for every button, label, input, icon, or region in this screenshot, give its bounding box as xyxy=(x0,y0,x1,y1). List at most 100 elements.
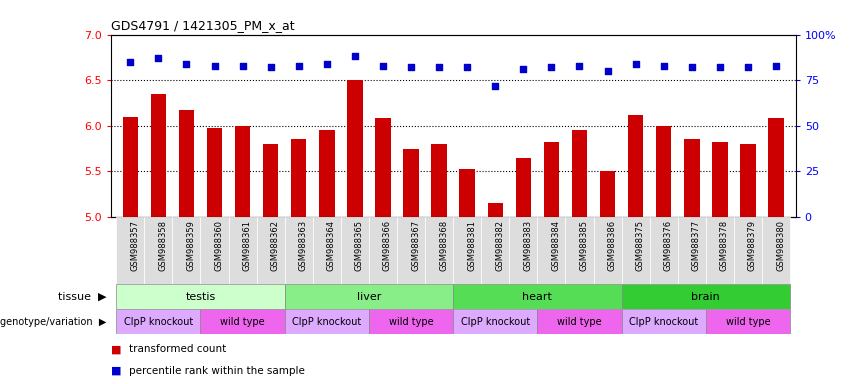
Text: GSM988365: GSM988365 xyxy=(355,220,364,271)
Text: ClpP knockout: ClpP knockout xyxy=(292,316,362,327)
Bar xyxy=(537,309,621,334)
Bar xyxy=(544,142,559,217)
Bar xyxy=(740,144,756,217)
Bar xyxy=(677,217,705,284)
Bar xyxy=(369,309,453,334)
Text: GSM988381: GSM988381 xyxy=(467,220,477,271)
Point xyxy=(432,65,446,71)
Point xyxy=(404,65,418,71)
Bar xyxy=(313,217,341,284)
Bar xyxy=(572,130,587,217)
Text: GSM988368: GSM988368 xyxy=(439,220,448,271)
Text: wild type: wild type xyxy=(726,316,770,327)
Text: GSM988364: GSM988364 xyxy=(327,220,336,271)
Point xyxy=(292,63,306,69)
Bar xyxy=(201,309,285,334)
Bar xyxy=(621,284,790,309)
Text: GSM988382: GSM988382 xyxy=(495,220,505,271)
Text: GSM988359: GSM988359 xyxy=(186,220,196,271)
Text: heart: heart xyxy=(523,291,552,302)
Text: GSM988363: GSM988363 xyxy=(299,220,308,271)
Text: wild type: wild type xyxy=(220,316,265,327)
Bar xyxy=(628,115,643,217)
Text: tissue  ▶: tissue ▶ xyxy=(58,291,106,302)
Bar xyxy=(460,169,475,217)
Text: wild type: wild type xyxy=(389,316,433,327)
Bar xyxy=(285,309,369,334)
Bar xyxy=(734,217,762,284)
Bar xyxy=(291,139,306,217)
Text: GSM988360: GSM988360 xyxy=(214,220,224,271)
Text: GDS4791 / 1421305_PM_x_at: GDS4791 / 1421305_PM_x_at xyxy=(111,19,294,32)
Text: ClpP knockout: ClpP knockout xyxy=(629,316,699,327)
Point xyxy=(208,63,221,69)
Bar xyxy=(235,126,250,217)
Text: GSM988361: GSM988361 xyxy=(243,220,252,271)
Bar xyxy=(341,217,369,284)
Bar xyxy=(768,119,784,217)
Bar xyxy=(488,203,503,217)
Bar xyxy=(762,217,790,284)
Bar xyxy=(705,309,790,334)
Text: liver: liver xyxy=(357,291,381,302)
Point xyxy=(320,61,334,67)
Bar xyxy=(705,217,734,284)
Text: GSM988358: GSM988358 xyxy=(158,220,168,271)
Bar xyxy=(454,309,537,334)
Text: genotype/variation  ▶: genotype/variation ▶ xyxy=(0,316,106,327)
Point xyxy=(488,83,502,89)
Point xyxy=(376,63,390,69)
Bar xyxy=(151,94,166,217)
Bar xyxy=(117,309,201,334)
Text: GSM988366: GSM988366 xyxy=(383,220,392,271)
Bar xyxy=(684,139,700,217)
Text: ClpP knockout: ClpP knockout xyxy=(123,316,193,327)
Text: wild type: wild type xyxy=(557,316,602,327)
Text: GSM988367: GSM988367 xyxy=(411,220,420,271)
Point xyxy=(517,66,530,72)
Text: GSM988384: GSM988384 xyxy=(551,220,561,271)
Bar xyxy=(179,110,194,217)
Point xyxy=(545,65,558,71)
Text: GSM988379: GSM988379 xyxy=(748,220,757,271)
Bar xyxy=(621,309,705,334)
Bar xyxy=(257,217,285,284)
Bar xyxy=(509,217,537,284)
Bar xyxy=(173,217,201,284)
Text: GSM988377: GSM988377 xyxy=(692,220,701,271)
Text: transformed count: transformed count xyxy=(129,344,226,354)
Point xyxy=(348,53,362,60)
Text: ■: ■ xyxy=(111,344,121,354)
Point xyxy=(685,65,699,71)
Bar xyxy=(263,144,278,217)
Bar xyxy=(593,217,621,284)
Text: testis: testis xyxy=(186,291,215,302)
Point xyxy=(741,65,755,71)
Text: percentile rank within the sample: percentile rank within the sample xyxy=(129,366,306,376)
Text: GSM988362: GSM988362 xyxy=(271,220,280,271)
Bar xyxy=(600,171,615,217)
Bar xyxy=(454,284,621,309)
Text: GSM988378: GSM988378 xyxy=(720,220,728,271)
Point xyxy=(236,63,249,69)
Point xyxy=(769,63,783,69)
Bar xyxy=(201,217,229,284)
Text: ClpP knockout: ClpP knockout xyxy=(460,316,530,327)
Bar xyxy=(403,149,419,217)
Point xyxy=(180,61,193,67)
Text: GSM988386: GSM988386 xyxy=(608,220,617,271)
Text: GSM988380: GSM988380 xyxy=(776,220,785,271)
Bar xyxy=(369,217,397,284)
Point xyxy=(264,65,277,71)
Bar xyxy=(565,217,593,284)
Bar xyxy=(285,217,313,284)
Bar xyxy=(117,284,285,309)
Bar xyxy=(397,217,426,284)
Bar xyxy=(426,217,453,284)
Point xyxy=(123,59,137,65)
Point xyxy=(629,61,643,67)
Bar xyxy=(431,144,447,217)
Bar xyxy=(229,217,257,284)
Bar xyxy=(207,129,222,217)
Point xyxy=(601,68,614,74)
